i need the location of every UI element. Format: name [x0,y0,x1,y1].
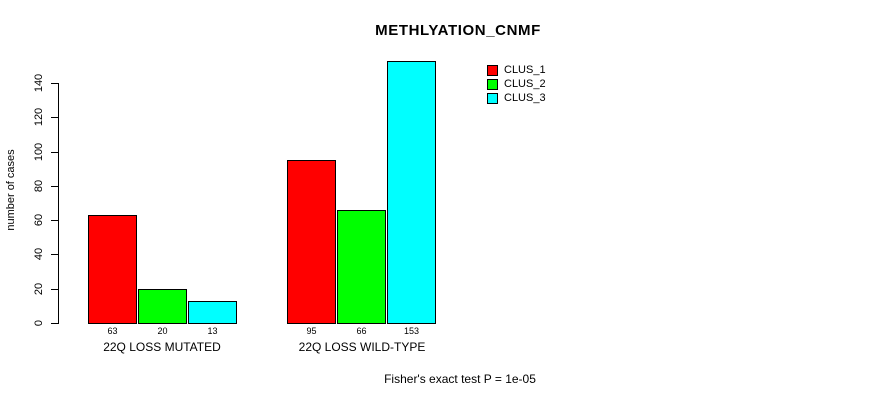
y-tick-mark [51,289,58,290]
chart-title: METHLYATION_CNMF [375,22,541,39]
y-tick-label: 100 [33,142,45,162]
y-tick-mark [51,83,58,84]
legend-label: CLUS_1 [504,64,546,76]
y-tick-mark [51,186,58,187]
bar-value-label: 95 [306,326,317,336]
bar-clus_3-group1 [188,300,237,324]
y-tick-mark [51,152,58,153]
legend-label: CLUS_3 [504,92,546,104]
bar-clus_1-group2 [287,160,336,324]
y-tick-label: 80 [33,179,45,193]
legend-swatch-icon [487,93,498,104]
x-category-label: 22Q LOSS WILD-TYPE [298,340,426,354]
bar-value-label: 153 [403,326,420,336]
legend-row-clus_3: CLUS_3 [487,92,546,105]
y-tick-label: 140 [33,73,45,93]
legend: CLUS_1 CLUS_2 CLUS_3 [487,64,546,106]
footer-caption: Fisher's exact test P = 1e-05 [384,372,536,386]
legend-swatch-icon [487,65,498,76]
legend-row-clus_2: CLUS_2 [487,78,546,91]
bar-clus_2-group2 [337,209,386,324]
bar-value-label: 66 [356,326,367,336]
bar-clus_2-group1 [138,288,187,324]
legend-label: CLUS_2 [504,78,546,90]
x-category-label: 22Q LOSS MUTATED [103,340,221,354]
bar-clus_1-group1 [88,215,137,324]
bar-value-label: 13 [207,326,218,336]
y-tick-label: 0 [33,319,45,327]
y-tick-mark [51,220,58,221]
y-tick-label: 20 [33,282,45,296]
legend-row-clus_1: CLUS_1 [487,64,546,77]
y-tick-label: 40 [33,247,45,261]
legend-swatch-icon [487,79,498,90]
bar-value-label: 20 [157,326,168,336]
y-tick-label: 120 [33,107,45,127]
y-tick-mark [51,117,58,118]
y-tick-mark [51,323,58,324]
y-tick-label: 60 [33,213,45,227]
bar-clus_3-group2 [387,60,436,324]
y-tick-mark [51,254,58,255]
y-axis-line [58,83,59,324]
bar-value-label: 63 [107,326,118,336]
